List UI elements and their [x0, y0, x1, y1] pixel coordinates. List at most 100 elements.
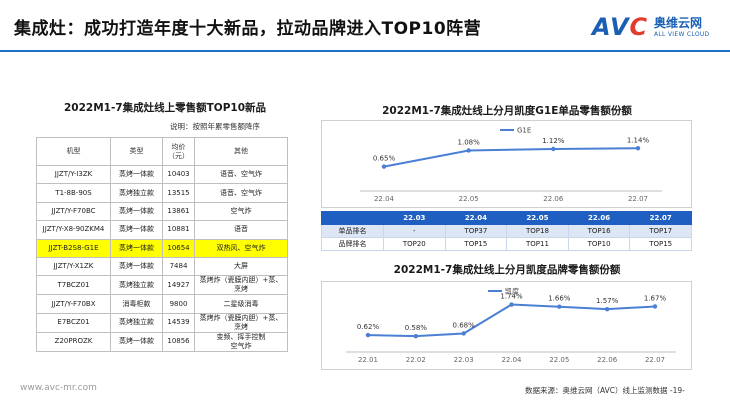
data-point — [365, 332, 371, 338]
series-line — [383, 147, 639, 168]
cell-other: 大屏 — [194, 256, 288, 277]
data-point — [604, 306, 610, 312]
data-label: 0.68% — [453, 321, 476, 329]
cell-price: 7484 — [162, 256, 195, 277]
top10-products-table: 机型 类型 均价 （元） 其他 JJZT/Y-I3ZK 蒸烤一体款 10403 语音、… — [36, 137, 288, 352]
rank-grid-row-label: 单品排名 — [321, 224, 384, 238]
data-point — [551, 146, 556, 152]
cell-type: 蒸烤一体款 — [110, 238, 163, 258]
footer-source: 数据来源：奥维云网（AVC）线上监测数据 -19- — [525, 386, 685, 395]
cell-other: 蒸烤炸（瓷膜内胆）+蒸、 烹烤 — [194, 312, 288, 333]
rank-grid-month: 22.03 — [383, 211, 446, 225]
avc-logo: AVC 奥维云网 ALL VIEW CLOUD — [592, 10, 724, 44]
chart1-title: 2022M1-7集成灶线上分月凯度G1E单品零售额份额 — [382, 105, 632, 117]
cell-type: 蒸烤一体款 — [110, 331, 163, 352]
cell-model: E7BCZ01 — [36, 312, 111, 333]
rank-grid-row: 单品排名 - TOP37 TOP18 TOP16 TOP17 — [321, 224, 692, 238]
x-tick-label: 22.04 — [501, 356, 522, 364]
cell-price: 14927 — [162, 275, 195, 296]
cell-type: 蒸烤独立款 — [110, 312, 163, 333]
cell-other: 变频、挥手控制 空气炸 — [194, 331, 288, 352]
data-point — [413, 333, 419, 339]
rank-grid-month: 22.04 — [444, 211, 508, 225]
cell-type: 蒸烤一体款 — [110, 201, 163, 222]
header-divider — [0, 50, 730, 52]
data-label: 0.65% — [373, 155, 396, 163]
data-label: 0.58% — [405, 324, 428, 332]
col-header-type: 类型 — [110, 137, 163, 166]
rank-grid-corner — [321, 211, 384, 225]
x-tick-label: 22.03 — [454, 356, 474, 364]
table-row: JJZT/Y-F70BX 消毒柜款 9800 二星级消毒 — [36, 294, 288, 314]
x-tick-label: 22.06 — [597, 356, 618, 364]
rank-grid-cell: TOP15 — [629, 237, 692, 251]
data-point — [381, 164, 387, 169]
cell-price: 10403 — [162, 164, 195, 185]
cell-price: 10654 — [162, 238, 195, 258]
rank-table-title: 2022M1-7集成灶线上零售额TOP10新品 — [63, 102, 267, 114]
data-label: 1.67% — [644, 294, 667, 302]
chart1-container: G1E 0.65% 22.04 1.08% 22.05 1.12% 22.06 1.14% 22… — [321, 120, 692, 208]
cell-model: Z20PROZK — [36, 331, 111, 352]
cell-type: 蒸烤独立款 — [110, 183, 163, 203]
rank-grid-cell: TOP18 — [506, 224, 569, 238]
data-point — [635, 146, 641, 151]
cell-type: 蒸烤一体款 — [110, 164, 163, 185]
cell-price: 10881 — [162, 220, 195, 240]
logo-en-text: ALL VIEW CLOUD — [654, 31, 710, 38]
x-tick-label: 22.05 — [549, 356, 569, 364]
cell-model: JJZT-B2S8-G1E — [36, 238, 111, 258]
rank-grid-cell: TOP37 — [444, 224, 508, 238]
legend-label: 凯度 — [505, 287, 519, 296]
x-tick-label: 22.02 — [406, 356, 426, 364]
cell-other: 语音 — [194, 220, 288, 240]
page-header: 集成灶：成功打造年度十大新品，拉动品牌进入TOP10阵营 — [0, 0, 730, 52]
data-label: 1.57% — [596, 297, 619, 305]
data-point — [466, 148, 471, 153]
data-label: 1.14% — [627, 136, 650, 144]
x-tick-label: 22.07 — [628, 195, 648, 203]
page-title: 集成灶：成功打造年度十大新品，拉动品牌进入TOP10阵营 — [14, 19, 482, 39]
table-row: Z20PROZK 蒸烤一体款 10856 变频、挥手控制 空气炸 — [36, 331, 288, 352]
rank-grid-cell: TOP20 — [383, 237, 446, 251]
cell-other: 二星级消毒 — [194, 294, 288, 314]
cell-price: 9800 — [162, 294, 195, 314]
table-row: JJZT/Y-X8-90ZKM4 蒸烤一体款 10881 语音 — [36, 220, 288, 240]
footer-website: www.avc-mr.com — [20, 383, 97, 393]
brand-share-line-chart: 凯度 0.62% 22.01 0.58% 22.02 0.68% 22.03 1.74% 22.… — [346, 287, 676, 364]
logo-cn-text: 奥维云网 — [654, 16, 703, 30]
cell-type: 蒸烤一体款 — [110, 256, 163, 277]
table-row: E7BCZ01 蒸烤独立款 14539 蒸烤炸（瓷膜内胆）+蒸、 烹烤 — [36, 312, 288, 333]
table-row: JJZT-B2S8-G1E 蒸烤一体款 10654 双热风、空气炸 — [36, 238, 288, 258]
col-header-price: 均价 （元） — [162, 137, 195, 166]
cell-model: T7BCZ01 — [36, 275, 111, 296]
cell-model: JJZT/Y-X8-90ZKM4 — [36, 220, 111, 240]
rank-grid-cell: TOP16 — [567, 224, 631, 238]
x-tick-label: 22.06 — [543, 195, 564, 203]
logo-mark: AVC — [592, 13, 649, 41]
x-tick-label: 22.05 — [459, 195, 479, 203]
cell-type: 消毒柜款 — [110, 294, 163, 314]
rank-grid-cell: TOP10 — [567, 237, 631, 251]
g1e-share-line-chart: G1E 0.65% 22.04 1.08% 22.05 1.12% 22.06 1.14% 22… — [360, 127, 662, 203]
rank-grid-header-row: 22.03 22.04 22.05 22.06 22.07 — [321, 211, 692, 225]
rank-grid-cell: - — [383, 224, 446, 238]
data-label: 0.62% — [357, 323, 380, 331]
rank-table-note: 说明：按照年累零售额降序 — [170, 122, 260, 131]
chart2-title: 2022M1-7集成灶线上分月凯度品牌零售额份额 — [393, 264, 621, 276]
table-row: JJZT/Y-X1ZK 蒸烤一体款 7484 大屏 — [36, 256, 288, 277]
col-header-other: 其他 — [194, 137, 288, 166]
col-header-model: 机型 — [36, 137, 111, 166]
cell-model: JJZT/Y-X1ZK — [36, 256, 111, 277]
data-point — [461, 331, 466, 336]
cell-other: 双热风、空气炸 — [194, 238, 288, 258]
cell-other: 语音、空气炸 — [194, 164, 288, 185]
rank-grid-cell: TOP15 — [444, 237, 508, 251]
rank-grid-month: 22.05 — [506, 211, 569, 225]
table-header-row: 机型 类型 均价 （元） 其他 — [36, 137, 288, 166]
cell-model: JJZT/Y-F70BX — [36, 294, 111, 314]
data-label: 1.66% — [548, 295, 571, 303]
cell-price: 10856 — [162, 331, 195, 352]
x-tick-label: 22.07 — [645, 356, 665, 364]
data-point — [557, 304, 562, 309]
